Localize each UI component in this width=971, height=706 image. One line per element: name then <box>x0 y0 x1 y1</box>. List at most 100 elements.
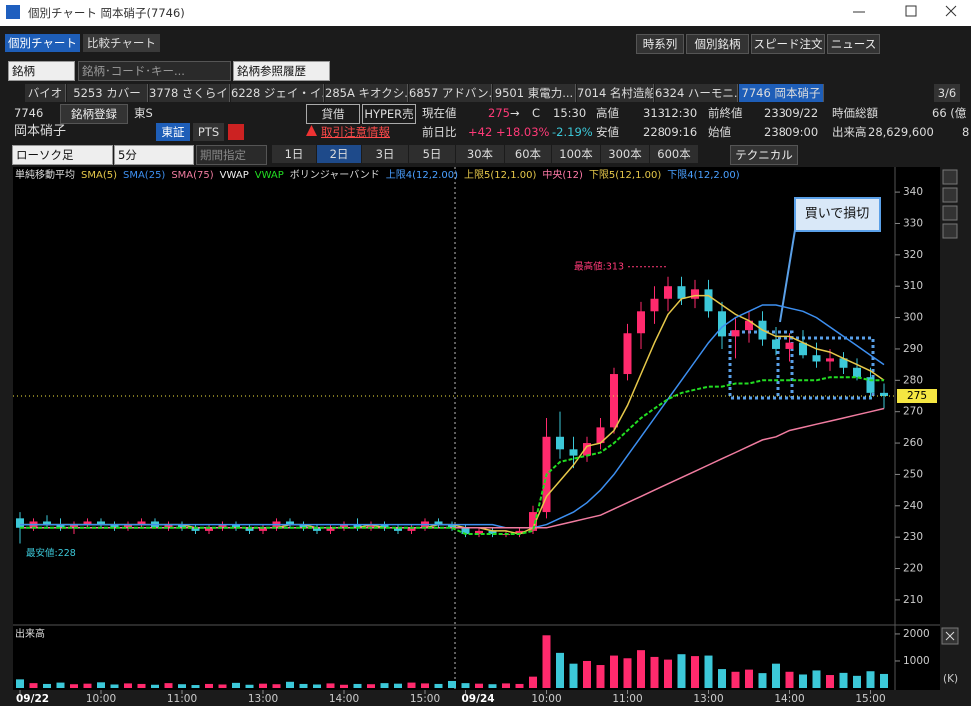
quote-label: 安値 <box>596 125 619 139</box>
volume-bar <box>434 683 443 688</box>
tool-icon[interactable] <box>942 205 958 221</box>
volume-bar <box>866 671 875 688</box>
window-title: 個別チャート 岡本硝子(7746) <box>28 6 185 20</box>
history-select[interactable]: 銘柄参照履歴 <box>233 61 330 81</box>
candle-body <box>16 518 24 528</box>
volume-bar <box>367 684 375 688</box>
exchange[interactable]: PTS <box>193 123 224 141</box>
tool-icon[interactable] <box>942 187 958 203</box>
candle-body <box>83 521 92 525</box>
legend-title: ボリンジャーバンド <box>289 170 380 181</box>
volume-bar <box>353 683 362 688</box>
technical-button[interactable]: テクニカル <box>730 145 798 165</box>
period-button[interactable]: 600本 <box>650 145 698 163</box>
volume-bar <box>164 683 173 688</box>
stock-tab[interactable]: 7746 岡本硝子 <box>739 84 824 102</box>
volume-bar <box>407 682 416 688</box>
stock-tab[interactable]: 285A キオクシ... <box>325 84 408 102</box>
toolbar-button[interactable]: スピード注文 <box>751 34 825 54</box>
volume-bar <box>488 684 497 688</box>
y-tick-label: 260 <box>903 437 923 449</box>
code: 7746 <box>14 106 44 120</box>
period-button[interactable]: 5日 <box>409 145 455 163</box>
stock-tab[interactable]: 6228 ジェイ・イ... <box>231 84 324 102</box>
exchange[interactable]: 東証 <box>156 123 190 141</box>
chart-type-select[interactable]: ローソク足 <box>12 145 113 165</box>
news-icon[interactable] <box>228 124 244 140</box>
stock-tab[interactable]: 6857 アドバン... <box>409 84 492 102</box>
volume-bar <box>313 684 321 688</box>
period-button[interactable]: 60本 <box>505 145 551 163</box>
y-tick-label: 230 <box>903 531 923 543</box>
range-select[interactable]: 期間指定 <box>196 145 267 165</box>
volume-bar <box>650 656 659 688</box>
candle-body <box>286 521 294 525</box>
tool-icon[interactable] <box>942 223 958 239</box>
period-button[interactable]: 3日 <box>362 145 408 163</box>
stock-tab[interactable]: 5253 カバー <box>67 84 148 102</box>
stock-tab[interactable]: 9501 東電力... <box>493 84 576 102</box>
title-bar <box>0 0 971 26</box>
volume-bar <box>596 665 605 688</box>
maximize[interactable] <box>905 5 917 17</box>
volume-bar <box>421 683 429 688</box>
candle-body <box>461 527 470 535</box>
callout: 買いで損切 <box>805 207 870 222</box>
search-input[interactable]: 銘柄･コード･キー... <box>78 61 231 81</box>
candle-body <box>799 342 807 356</box>
volume-bar <box>299 683 308 688</box>
candle-body <box>326 527 335 531</box>
candle-body <box>394 527 402 531</box>
candle-body <box>583 443 591 456</box>
x-tick-label: 15:00 <box>855 693 885 705</box>
legend-entry: 下限5(12,1.00) <box>588 170 662 181</box>
period-button[interactable]: 30本 <box>456 145 504 163</box>
tool-icon[interactable] <box>942 169 958 185</box>
close[interactable] <box>945 5 957 17</box>
toolbar-button[interactable]: ニュース <box>827 34 880 54</box>
stock-tab[interactable]: バイオ <box>25 84 66 102</box>
quote-label: 現在値 <box>422 106 457 120</box>
tab[interactable]: 比較チャート <box>83 34 160 52</box>
period-button[interactable]: 100本 <box>552 145 600 163</box>
candle-body <box>731 330 740 337</box>
toolbar-button[interactable]: 個別銘柄 <box>686 34 749 54</box>
volume-bar <box>178 684 186 688</box>
volume-bar <box>97 682 105 688</box>
volume-bar <box>839 672 848 688</box>
legend-entry: SMA(75) <box>171 170 214 181</box>
stock-tab[interactable]: 6324 ハーモニ... <box>655 84 738 102</box>
period-button[interactable]: 1日 <box>272 145 316 163</box>
quote-time: 12:30 <box>664 106 698 120</box>
volume-bar <box>502 683 510 688</box>
interval-select[interactable]: 5分 <box>114 145 194 165</box>
quote-label: 前日比 <box>422 125 457 139</box>
current-price-label: 275 <box>907 390 927 402</box>
x-tick-label: 13:00 <box>248 693 278 705</box>
volume-bar <box>529 676 537 688</box>
legend: 単純移動平均 SMA(5) SMA(25) SMA(75) VWAP VWAP ボリンジャー… <box>15 167 746 185</box>
period-button[interactable]: 300本 <box>601 145 649 163</box>
volume-bar <box>137 683 146 688</box>
register-button[interactable]: 銘柄登録 <box>60 104 128 124</box>
candle-body <box>623 333 632 375</box>
y-tick-label: 250 <box>903 468 923 480</box>
stock-tab[interactable]: 7014 名村造船 <box>577 84 654 102</box>
hyper-badge: HYPER売 <box>362 104 416 124</box>
legend-entry: 上限4(12,2.00) <box>385 170 459 181</box>
volume-bar <box>704 655 713 688</box>
market: 東S <box>134 106 153 120</box>
stock-tab[interactable]: 3778 さくらイ... <box>149 84 230 102</box>
period-button[interactable]: 2日 <box>317 145 361 163</box>
warning-link[interactable]: 取引注意情報 <box>321 125 390 139</box>
candle-body <box>299 524 308 528</box>
type-select[interactable]: 銘柄 <box>8 61 75 81</box>
toolbar-button[interactable]: 時系列 <box>636 34 684 54</box>
candle-body <box>191 527 200 531</box>
candle-body <box>677 286 686 299</box>
low-annotation: 最安値:228 <box>26 547 76 559</box>
volume-bar <box>394 683 402 688</box>
tab[interactable]: 個別チャート <box>5 34 80 52</box>
candle-body <box>569 449 578 456</box>
close-glyph <box>945 631 955 641</box>
